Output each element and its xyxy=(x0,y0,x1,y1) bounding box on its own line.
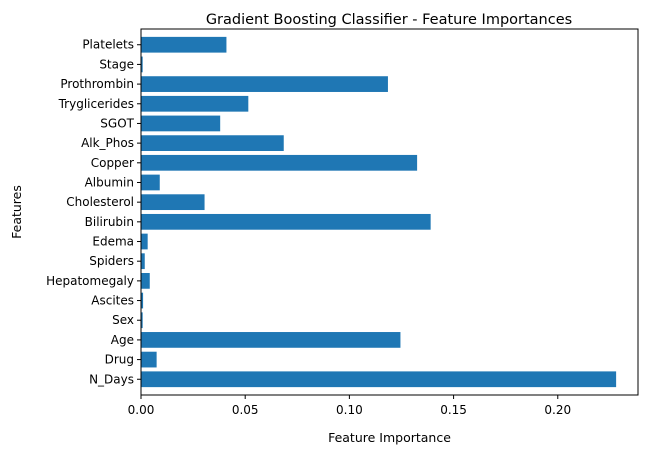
bar-bilirubin xyxy=(141,213,431,230)
x-tick-label: 0.10 xyxy=(336,403,363,417)
y-tick-label: Platelets xyxy=(82,38,134,52)
x-tick-label: 0.20 xyxy=(544,403,571,417)
x-axis-label: Feature Importance xyxy=(328,430,451,445)
bar-copper xyxy=(141,154,418,171)
bar-prothrombin xyxy=(141,76,388,92)
y-tick-label: Alk_Phos xyxy=(81,136,134,150)
bar-hepatomegaly xyxy=(141,273,150,289)
bar-ascites xyxy=(141,292,144,309)
x-tick-label: 0.00 xyxy=(128,403,155,417)
y-tick-label: Copper xyxy=(91,156,134,170)
bar-stage xyxy=(141,56,143,73)
x-tick-label: 0.05 xyxy=(232,403,259,417)
y-tick-label: Spiders xyxy=(89,254,134,268)
bar-age xyxy=(141,332,401,348)
bar-albumin xyxy=(141,174,160,191)
x-ticks-group: 0.00 0.05 0.10 0.15 0.20 xyxy=(128,395,571,417)
bar-tryglicerides xyxy=(141,95,249,112)
y-ticks-group: N_Days Drug Age Sex Ascites Hepatomegaly Spide… xyxy=(46,38,141,386)
y-tick-label: Cholesterol xyxy=(66,195,134,209)
y-tick-label: Edema xyxy=(92,235,134,249)
bar-cholesterol xyxy=(141,194,205,211)
bar-spiders xyxy=(141,253,145,270)
y-tick-label: Stage xyxy=(99,57,134,71)
y-tick-label: Tryglicerides xyxy=(58,97,134,111)
y-tick-label: SGOT xyxy=(100,116,134,130)
y-tick-label: Bilirubin xyxy=(85,215,134,229)
y-tick-label: Sex xyxy=(112,313,134,327)
chart-title: Gradient Boosting Classifier - Feature I… xyxy=(206,12,572,28)
y-tick-label: Drug xyxy=(105,353,134,367)
x-tick-label: 0.15 xyxy=(440,403,467,417)
bar-drug xyxy=(141,351,157,368)
bar-platelets xyxy=(141,36,227,53)
bars-group xyxy=(141,36,617,388)
y-axis-label: Features xyxy=(9,185,24,239)
bar-n-days xyxy=(141,371,617,388)
y-tick-label: Age xyxy=(111,333,134,347)
bar-edema xyxy=(141,233,148,250)
y-tick-label: N_Days xyxy=(89,372,134,386)
bar-sgot xyxy=(141,115,221,132)
y-tick-label: Ascites xyxy=(91,294,134,308)
bar-sex xyxy=(141,312,143,329)
y-tick-label: Prothrombin xyxy=(60,77,134,91)
y-tick-label: Hepatomegaly xyxy=(46,274,134,288)
plot-frame xyxy=(140,28,639,396)
y-tick-label: Albumin xyxy=(85,175,134,189)
bar-alk-phos xyxy=(141,135,284,151)
